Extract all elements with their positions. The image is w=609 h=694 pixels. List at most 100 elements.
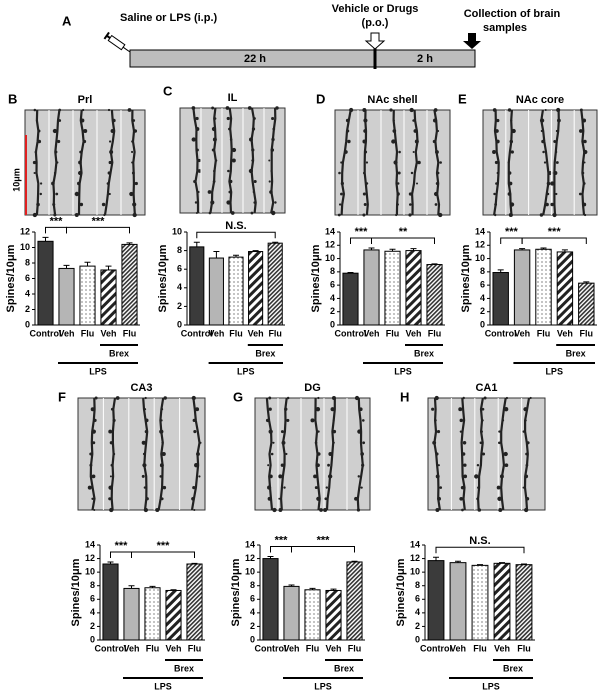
spine — [109, 475, 112, 478]
error-bar — [128, 585, 135, 589]
significance-bracket — [45, 226, 67, 234]
timeline-middle: (p.o.) — [362, 17, 389, 29]
bar — [556, 251, 574, 326]
x-tick-label: Control — [30, 328, 62, 338]
bar — [515, 564, 533, 641]
spine — [365, 161, 369, 164]
group-label: LPS — [237, 366, 255, 376]
spine — [144, 396, 147, 400]
bar — [189, 246, 205, 326]
timeline-end: Collection of brain — [464, 8, 561, 20]
spine — [270, 452, 274, 456]
spine — [410, 171, 414, 175]
group-label: Brex — [334, 663, 354, 673]
spine — [268, 159, 271, 162]
spine — [439, 161, 442, 164]
error-bar — [309, 587, 316, 590]
spine — [57, 139, 61, 144]
dendrite — [500, 397, 507, 511]
chart-title: NAc core — [516, 94, 564, 106]
spine — [115, 396, 120, 400]
spine — [317, 396, 320, 400]
spine — [459, 496, 464, 501]
bar — [144, 587, 161, 641]
spine — [583, 139, 587, 144]
significance-label: *** — [317, 534, 331, 546]
y-tick-label: 10 — [475, 253, 485, 263]
dendrite — [340, 109, 352, 216]
spine — [195, 116, 199, 121]
dendrite — [142, 397, 149, 511]
spine — [439, 486, 443, 489]
error-bar — [389, 248, 396, 252]
x-tick-label: Veh — [325, 643, 341, 653]
spine — [283, 486, 286, 489]
x-tick-label: Control — [255, 643, 287, 653]
dendrite — [209, 107, 217, 214]
error-bar — [455, 560, 461, 563]
spine — [463, 463, 467, 467]
spine — [327, 463, 330, 467]
y-tick-label: 0 — [25, 319, 30, 329]
spine — [278, 497, 281, 500]
dendrite — [392, 109, 399, 216]
error-bar — [497, 269, 504, 273]
spine — [247, 106, 252, 110]
spine — [194, 201, 198, 204]
spine — [313, 474, 317, 479]
y-tick-label: 6 — [25, 273, 30, 283]
error-bar — [105, 265, 112, 270]
chart-title: CA1 — [475, 382, 497, 394]
spine — [510, 150, 514, 154]
spine — [496, 485, 501, 490]
significance-label: *** — [275, 534, 289, 546]
spine — [496, 118, 500, 123]
spine — [362, 441, 366, 445]
spine — [337, 213, 341, 217]
dendrite — [131, 109, 136, 216]
y-axis-label: Spines/10μm — [157, 244, 169, 312]
significance-bracket — [350, 237, 372, 244]
spine — [127, 108, 132, 112]
spine — [108, 429, 113, 434]
dendrite — [493, 109, 500, 216]
y-tick-label: 10 — [325, 253, 335, 263]
x-tick-label: Flu — [428, 328, 442, 338]
y-tick-label: 8 — [25, 257, 30, 267]
significance-label: N.S. — [469, 535, 490, 547]
dendrite — [265, 397, 274, 511]
y-tick-label: 8 — [90, 580, 95, 590]
bar — [346, 561, 363, 641]
y-tick-label: 6 — [90, 594, 95, 604]
y-tick-label: 10 — [85, 567, 95, 577]
y-tick-label: 4 — [90, 607, 95, 617]
y-tick-label: 4 — [250, 607, 255, 617]
dendrite — [250, 107, 257, 214]
error-bar — [42, 236, 49, 242]
group-label: Brex — [255, 348, 275, 358]
group-label: Brex — [503, 663, 523, 673]
spine — [498, 441, 501, 445]
bar — [248, 251, 264, 326]
spine — [108, 140, 112, 143]
group-label: LPS — [482, 681, 500, 691]
significance-bracket — [521, 237, 587, 244]
dendrite — [192, 107, 200, 213]
micrograph-bg — [482, 109, 598, 216]
spine — [431, 407, 435, 411]
y-tick-label: 14 — [325, 226, 335, 236]
error-bar — [499, 562, 505, 564]
spine — [389, 108, 393, 112]
spine — [231, 147, 237, 153]
x-tick-label: Flu — [537, 328, 551, 338]
x-tick-label: Veh — [405, 328, 421, 338]
spine — [285, 452, 288, 456]
spine — [555, 161, 559, 164]
y-tick-label: 0 — [90, 634, 95, 644]
spine — [493, 192, 496, 196]
dendrite — [34, 109, 40, 216]
chart-title: NAc shell — [367, 94, 417, 106]
spine — [315, 407, 321, 412]
y-axis-label: Spines/10μm — [310, 244, 322, 312]
spine — [231, 158, 236, 163]
